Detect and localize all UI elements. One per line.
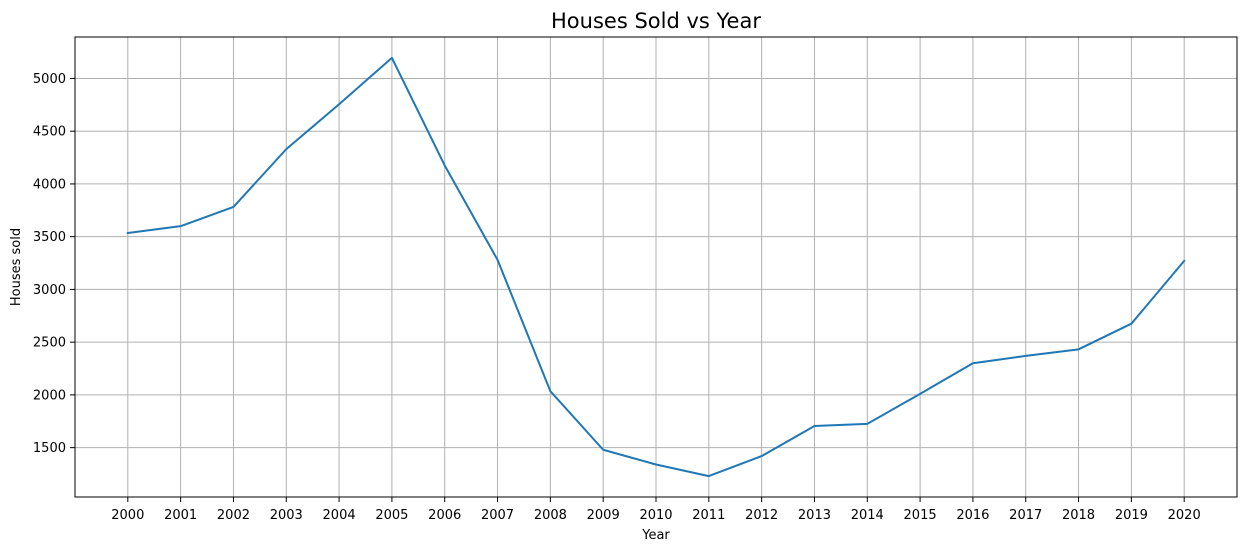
y-tick-label: 3500 [33,230,66,245]
x-tick-label: 2014 [851,508,884,523]
x-tick-label: 2019 [1115,508,1148,523]
series-line [126,56,1186,478]
x-tick-label: 2004 [323,508,356,523]
y-axis-ticks: 1500 2000 2500 3000 3500 4000 4500 5000 [33,72,75,456]
x-tick-label: 2001 [164,508,197,523]
x-tick-label: 2005 [375,508,408,523]
x-tick-label: 2020 [1168,508,1201,523]
y-tick-label: 4000 [33,177,66,192]
y-tick-label: 2000 [33,388,66,403]
x-tick-label: 2011 [692,508,725,523]
x-tick-label: 2006 [428,508,461,523]
x-tick-label: 2008 [534,508,567,523]
x-tick-label: 2010 [639,508,672,523]
y-tick-label: 3000 [33,283,66,298]
x-tick-label: 2003 [270,508,303,523]
y-axis-label: Houses sold [9,228,24,306]
x-tick-label: 2000 [111,508,144,523]
y-tick-label: 1500 [33,441,66,456]
y-tick-label: 5000 [33,72,66,87]
x-tick-label: 2009 [587,508,620,523]
y-tick-label: 4500 [33,125,66,140]
x-tick-label: 2007 [481,508,514,523]
x-axis-label: Year [641,528,670,543]
x-tick-label: 2012 [745,508,778,523]
grid-lines [75,37,1237,497]
x-tick-label: 2017 [1009,508,1042,523]
x-axis-ticks: 2000 2001 2002 2003 2004 2005 2006 2007 2008 2009… [111,497,1201,523]
x-tick-label: 2015 [904,508,937,523]
chart-title: Houses Sold vs Year [551,9,761,33]
x-tick-label: 2002 [217,508,250,523]
x-tick-label: 2016 [956,508,989,523]
y-tick-label: 2500 [33,336,66,351]
series-layer [126,56,1186,478]
x-tick-label: 2018 [1062,508,1095,523]
x-tick-label: 2013 [798,508,831,523]
